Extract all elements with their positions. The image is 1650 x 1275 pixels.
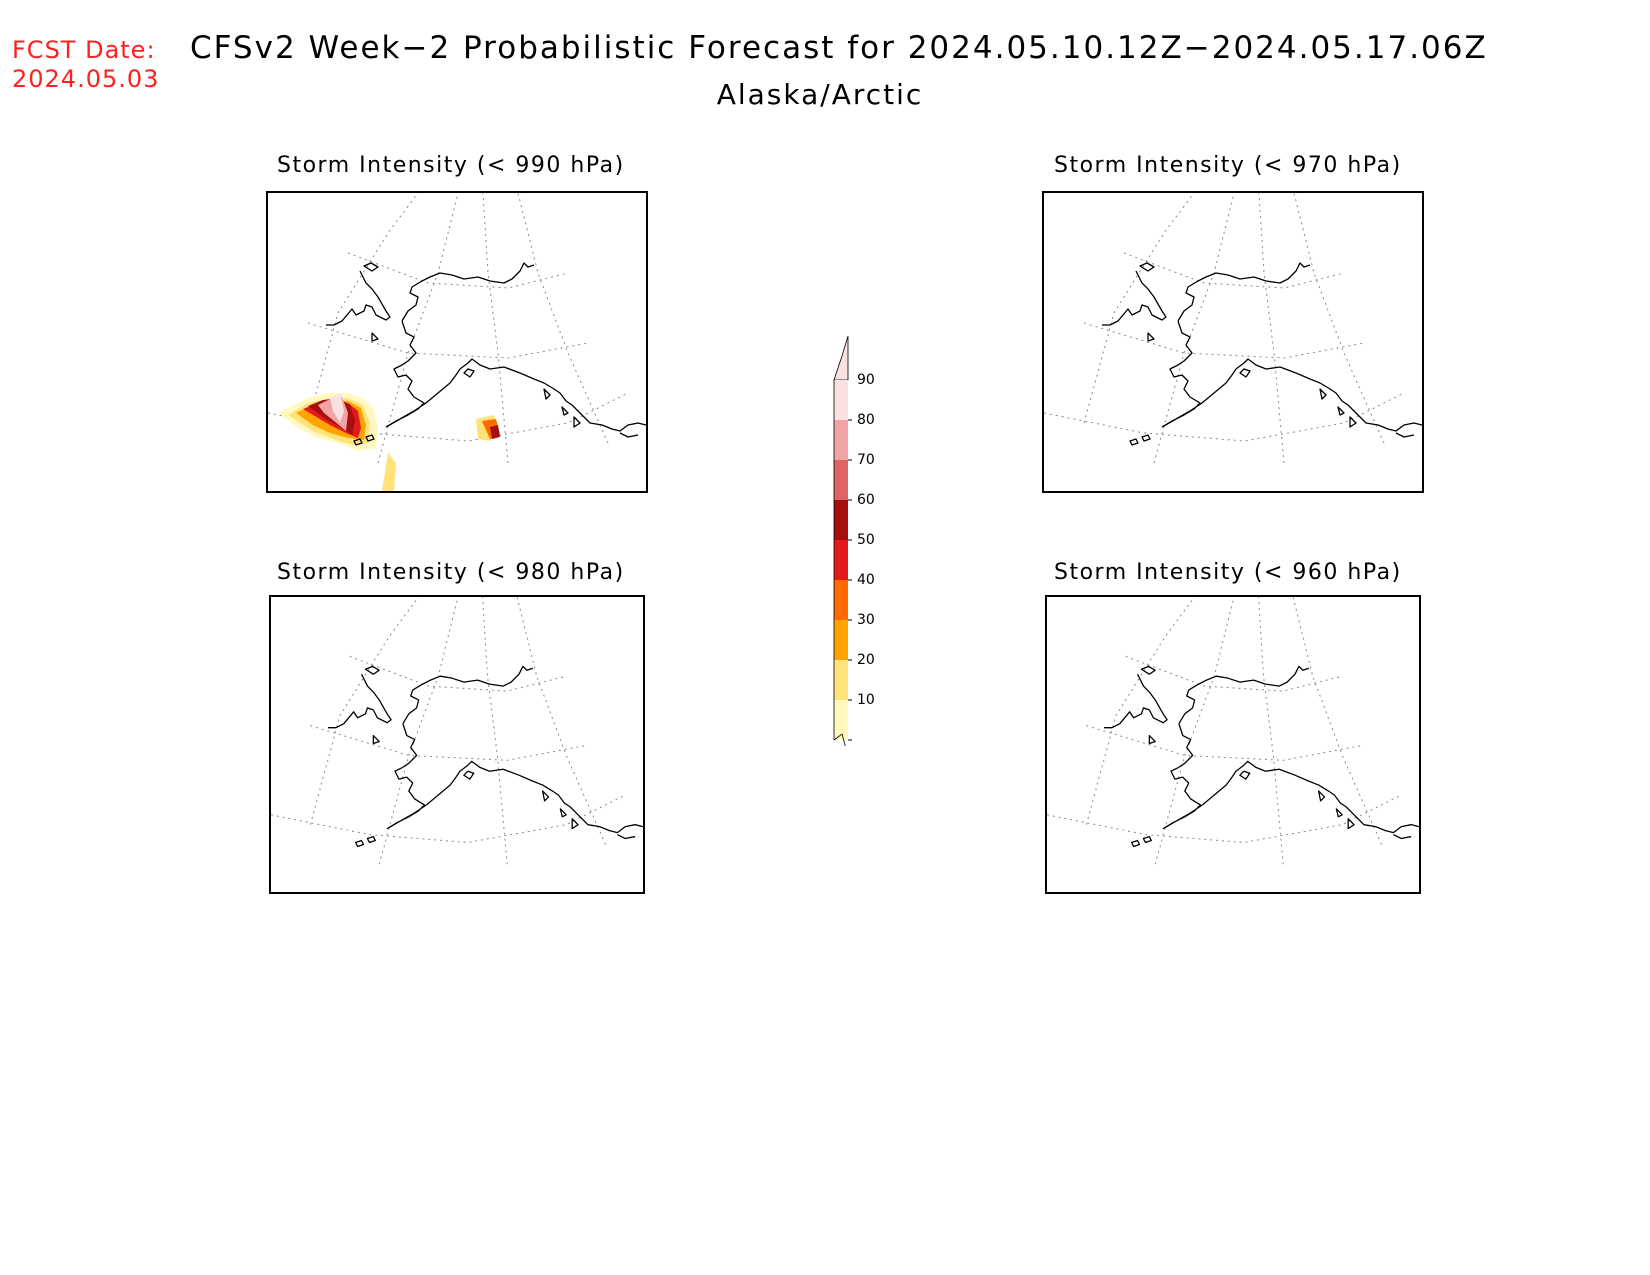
colorbar-band-5 — [834, 580, 848, 620]
lat-lon-grid — [271, 597, 626, 865]
colorbar-label-40: 40 — [857, 572, 875, 588]
colorbar-top-triangle — [833, 336, 849, 381]
colorbar-label-90: 90 — [857, 372, 875, 388]
panel-title-980: Storm Intensity (< 980 hPa) — [277, 560, 625, 585]
lat-lon-grid — [1047, 597, 1402, 865]
colorbar-label-10: 10 — [857, 692, 875, 708]
colorbar-band-6 — [834, 620, 848, 660]
colorbar-label-70: 70 — [857, 452, 875, 468]
probability-shade-6 — [330, 393, 344, 423]
colorbar-band-1 — [834, 420, 848, 460]
colorbar-band-2 — [834, 460, 848, 500]
colorbar-label-60: 60 — [857, 492, 875, 508]
page-subtitle: Alaska/Arctic — [716, 78, 924, 111]
probability-colorbar — [833, 336, 852, 746]
map-panel-990 — [266, 191, 648, 493]
colorbar-label-30: 30 — [857, 612, 875, 628]
page-title: CFSv2 Week−2 Probabilistic Forecast for … — [190, 30, 1488, 66]
panel-title-990: Storm Intensity (< 990 hPa) — [277, 153, 625, 178]
alaska-coastline — [1104, 665, 1419, 848]
map-panel-980 — [269, 595, 645, 894]
map-svg-960 — [1047, 597, 1419, 865]
colorbar-band-3 — [834, 500, 848, 540]
colorbar-label-80: 80 — [857, 412, 875, 428]
colorbar-band-0 — [834, 380, 848, 420]
colorbar-label-20: 20 — [857, 652, 875, 668]
colorbar-label-50: 50 — [857, 532, 875, 548]
map-svg-990 — [268, 193, 646, 491]
panel-title-970: Storm Intensity (< 970 hPa) — [1054, 153, 1402, 178]
forecast-date-block: FCST Date: 2024.05.03 — [12, 36, 159, 94]
colorbar-band-8 — [834, 700, 848, 740]
alaska-coastline — [1102, 262, 1422, 446]
panel-title-960: Storm Intensity (< 960 hPa) — [1054, 560, 1402, 585]
map-svg-980 — [271, 597, 643, 865]
lat-lon-grid — [1044, 193, 1405, 464]
forecast-date-label: FCST Date: — [12, 36, 156, 64]
map-svg-970 — [1044, 193, 1422, 464]
alaska-coastline — [328, 665, 643, 848]
lat-lon-grid — [268, 193, 629, 464]
alaska-coastline — [326, 262, 646, 446]
probability-shade-10 — [490, 425, 500, 439]
map-panel-970 — [1042, 191, 1424, 493]
colorbar-band-7 — [834, 660, 848, 700]
probability-shade-7 — [382, 453, 396, 491]
colorbar-bottom-triangle — [833, 733, 846, 746]
colorbar-band-4 — [834, 540, 848, 580]
forecast-date-value: 2024.05.03 — [12, 65, 160, 93]
map-panel-960 — [1045, 595, 1421, 894]
